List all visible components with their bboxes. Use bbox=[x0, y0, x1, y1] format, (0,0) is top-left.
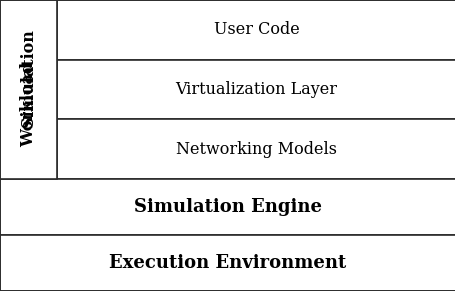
Text: Virtualization Layer: Virtualization Layer bbox=[175, 81, 337, 98]
Bar bbox=[57, 60, 455, 119]
Bar bbox=[0, 0, 57, 179]
Bar bbox=[57, 119, 455, 179]
Text: Simulation: Simulation bbox=[20, 29, 37, 127]
Text: User Code: User Code bbox=[213, 21, 299, 38]
Bar bbox=[0, 235, 455, 291]
Text: Networking Models: Networking Models bbox=[176, 141, 336, 158]
Bar bbox=[57, 0, 455, 60]
Text: Execution Environment: Execution Environment bbox=[109, 254, 346, 272]
Bar bbox=[0, 179, 455, 235]
Text: Workload: Workload bbox=[20, 61, 37, 147]
Text: Simulation Engine: Simulation Engine bbox=[134, 198, 321, 216]
